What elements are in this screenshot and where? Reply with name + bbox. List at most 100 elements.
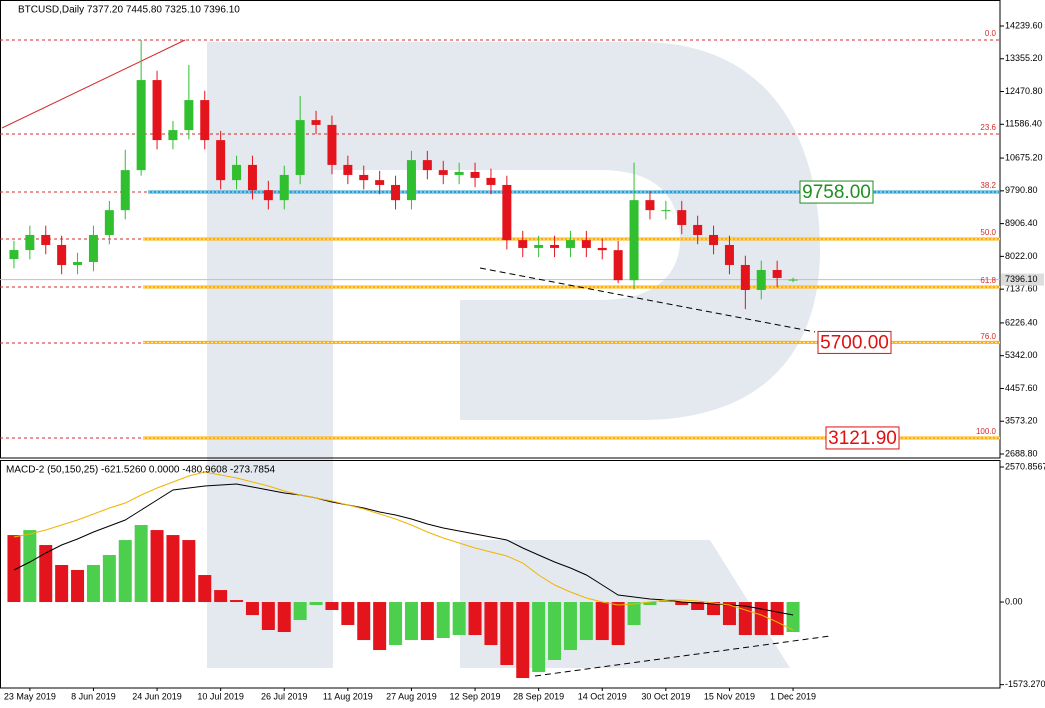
candle-body [88,234,98,263]
histogram-bar [86,564,100,603]
candle-body [772,269,782,278]
candle-body [104,210,114,235]
macd-header: MACD-2 (50,150,25) -621.5260 0.0000 -480… [6,465,276,476]
histogram-bar [214,590,228,603]
labels: 14239.60 13355.20 12470.80 11586.40 10675.20… [4,20,1045,701]
price-header: BTCUSD,Daily 7377.20 7445.80 7325.10 739… [18,5,240,16]
histogram-bar [404,602,418,641]
histogram-bar [738,602,752,636]
histogram-bar [245,602,259,616]
histogram-bar [102,555,116,603]
y-tick-label: 11586.40 [1005,119,1042,129]
candle-body [597,247,607,251]
y-tick-label: 8022.00 [1005,251,1038,261]
x-tick-label: 14 Oct 2019 [578,691,627,701]
candle-body [311,120,321,125]
macd-panel-border [0,460,1001,689]
price-level-label: 3121.90 [828,428,897,449]
y-tick-label: 6226.40 [1005,317,1038,327]
price-level-box [799,180,874,204]
candle-body [629,200,639,281]
histogram-bar [675,602,689,606]
histogram-bar [357,602,371,641]
candle-body [709,234,719,245]
candle-body [184,100,194,131]
y-tick-label: 3573.20 [1005,416,1038,426]
y-tick-label: -1573.270 [1005,679,1045,689]
x-tick-label: 30 Oct 2019 [641,691,690,701]
fib-label: 61.8 [980,276,996,285]
candle-body [120,170,130,211]
candle-body [645,200,655,211]
candle-body [422,160,432,171]
candle-body [693,224,703,235]
macd-line [13,471,794,631]
candle-body [359,174,369,181]
histogram-bar [7,535,21,603]
candle-body [724,244,734,265]
x-tick-label: 1 Dec 2019 [770,691,816,701]
histogram-bar [707,602,721,616]
price-level-box [825,426,900,450]
support-line [479,267,816,333]
price-level-box [817,330,892,354]
histogram-bar [277,602,291,633]
candle-body [534,244,544,248]
x-tick-label: 28 Sep 2019 [513,691,564,701]
fib-label: 0.0 [985,29,997,38]
y-tick-label: 14239.60 [1005,20,1043,30]
candle-body [152,80,162,141]
histogram-bar [563,602,577,651]
watermark-shape [207,42,820,668]
histogram-bar [55,564,69,603]
histogram-bar [198,575,212,603]
histogram-bar [754,602,768,636]
trend-line [1,39,186,129]
candle-body [136,80,146,171]
candle-body [57,244,67,265]
candle-body [565,240,575,248]
y-tick-label: 10675.20 [1005,152,1043,162]
y-tick-label: 4457.60 [1005,383,1038,393]
x-tick-label: 24 Jun 2019 [132,691,182,701]
candle-body [375,180,385,185]
x-tick-label: 11 Aug 2019 [323,691,373,701]
x-tick-label: 8 Jun 2019 [71,691,116,701]
histogram-bar [516,602,530,679]
histogram-bar [643,602,657,606]
candle-body [502,184,512,241]
candle-body [295,120,305,175]
y-tick-label: 13355.20 [1005,53,1043,63]
price-panel-border [0,0,1001,459]
candle-body [232,164,242,181]
histogram-bar [595,602,609,641]
y-tick-label: 9790.80 [1005,185,1038,195]
histogram-bar [166,535,180,603]
x-tick-label: 15 Nov 2019 [704,691,755,701]
histogram-bar [150,530,164,603]
candle-body [756,269,766,290]
macd [7,471,800,679]
candle-body [438,170,448,175]
histogram-bar [23,530,37,603]
histogram-bar [261,602,275,631]
histogram-bar [293,602,307,621]
candle-body [25,234,35,251]
candle-body [327,124,337,165]
histogram-bar [691,602,705,611]
candle-body [454,171,464,175]
histogram-bar [118,540,132,603]
fib-label: 100.0 [976,427,997,436]
x-tick-label: 26 Jul 2019 [261,691,308,701]
histogram-bar [325,602,339,611]
last-price-box [1001,273,1044,286]
candle-body [581,240,591,248]
candle-body [550,244,560,248]
histogram-bar [627,602,641,626]
histogram-bar [722,602,736,626]
price-level-label: 9758.00 [802,182,871,203]
candle-body [677,210,687,225]
candle-body [661,210,671,212]
fib-label: 38.2 [980,181,996,190]
candles [9,39,798,310]
